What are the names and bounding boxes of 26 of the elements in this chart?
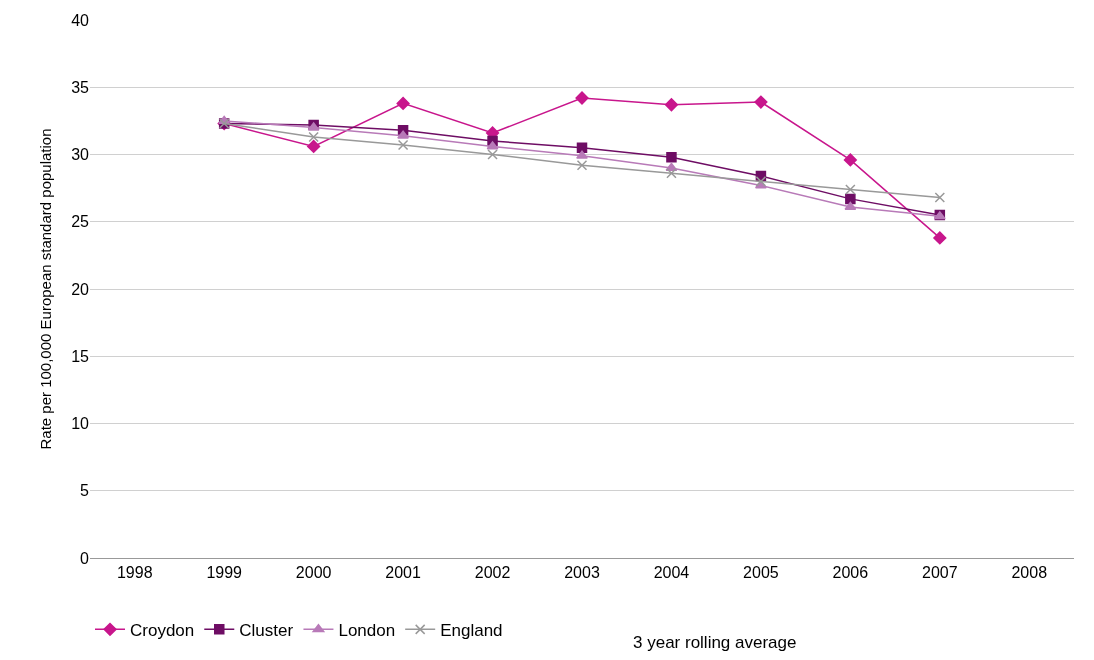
x-tick-label: 2008 <box>1011 564 1048 582</box>
y-tick-label: 20 <box>71 280 90 298</box>
x-tick-label: 2005 <box>743 564 779 582</box>
legend-label: Croydon <box>130 620 195 640</box>
x-tick-label: 2006 <box>832 564 869 582</box>
text: 3 year rolling average <box>633 633 797 652</box>
x-tick-label: 2004 <box>653 564 690 582</box>
x-tick-label: 2000 <box>295 564 332 582</box>
y-tick-label: 30 <box>71 146 90 164</box>
x-tick-label: 2001 <box>385 564 421 582</box>
y-tick-label: 25 <box>71 213 90 231</box>
y-axis-title: Rate per 100,000 European standard population <box>37 128 55 450</box>
legend-label: England <box>440 620 503 640</box>
y-tick-label: 10 <box>71 415 90 433</box>
x-tick-label: 2002 <box>474 564 511 582</box>
y-tick-label: 0 <box>80 549 90 567</box>
legend-label: London <box>338 620 396 640</box>
y-tick-label: 35 <box>71 78 90 96</box>
y-tick-label: 15 <box>71 347 90 365</box>
x-tick-label: 2003 <box>564 564 600 582</box>
x-tick-label: 1999 <box>206 564 243 582</box>
y-tick-label: 5 <box>80 482 90 500</box>
x-tick-label: 1998 <box>116 564 153 582</box>
y-tick-label: 40 <box>71 11 90 29</box>
x-tick-label: 2007 <box>922 564 958 582</box>
legend-label: Cluster <box>239 620 294 640</box>
